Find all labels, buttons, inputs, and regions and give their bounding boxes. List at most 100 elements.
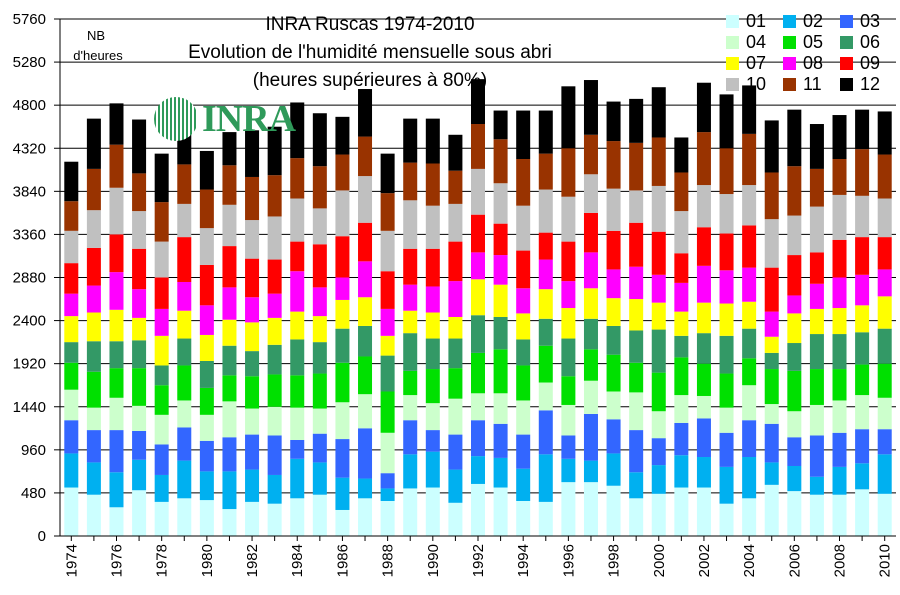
bar-segment-03-1991: [448, 434, 463, 470]
bar-segment-04-2001: [674, 395, 689, 423]
bar-segment-09-1994: [516, 250, 531, 289]
bar-segment-03-1977: [132, 430, 147, 460]
bar-segment-04-2002: [696, 395, 711, 419]
bar-segment-07-1998: [606, 298, 621, 326]
bar-segment-03-1998: [606, 419, 621, 454]
bar-segment-06-1988: [380, 355, 395, 392]
bar-segment-06-1981: [222, 345, 237, 376]
bar-segment-08-1978: [154, 308, 169, 336]
bar-segment-05-1987: [358, 356, 373, 395]
bar-segment-02-1984: [290, 458, 305, 499]
bar-segment-08-1976: [109, 272, 124, 310]
bar-segment-02-2007: [809, 476, 824, 495]
x-tick-label: 1982: [244, 544, 261, 577]
bar-segment-02-1988: [380, 488, 395, 501]
bar-segment-03-2002: [696, 418, 711, 458]
legend-label: 03: [860, 11, 881, 31]
legend-label: 02: [803, 11, 824, 31]
bar-segment-11-1985: [312, 166, 327, 209]
bar-segment-09-1986: [335, 236, 350, 278]
bar-segment-07-2009: [855, 305, 870, 333]
bar-segment-12-1995: [538, 110, 553, 154]
bar-segment-12-1989: [403, 118, 418, 163]
x-tick-label: 2002: [696, 544, 713, 577]
chart-subtitle: Evolution de l'humidité mensuelle sous a…: [188, 42, 552, 63]
bar-segment-07-1984: [290, 311, 305, 340]
bar-segment-04-1985: [312, 408, 327, 434]
bar-segment-10-1998: [606, 188, 621, 231]
bar-segment-03-1986: [335, 439, 350, 478]
bar-segment-01-1995: [538, 501, 553, 536]
bar-segment-07-1975: [86, 312, 101, 342]
bar-segment-12-1974: [64, 161, 79, 202]
bar-segment-10-1989: [403, 200, 418, 249]
bar-segment-04-1987: [358, 394, 373, 429]
bar-segment-10-1996: [561, 196, 576, 242]
bar-segment-12-2001: [674, 137, 689, 173]
y-tick-label: 4800: [13, 97, 46, 114]
bar-segment-08-1977: [132, 289, 147, 318]
bar-segment-01-1992: [470, 483, 486, 536]
bar-segment-08-2009: [855, 274, 870, 306]
bar-segment-12-2005: [764, 120, 779, 173]
bar-segment-12-1976: [109, 103, 124, 145]
bar-segment-05-2001: [674, 357, 689, 396]
bar-segment-02-1989: [403, 454, 418, 489]
bar-segment-10-2002: [696, 185, 711, 228]
bar-segment-02-1980: [199, 471, 214, 501]
bar-segment-07-1980: [199, 334, 214, 361]
y-tick-label: 1920: [13, 356, 46, 373]
bar-segment-03-1988: [380, 473, 395, 489]
bar-segment-05-1981: [222, 375, 237, 402]
bar-segment-10-1992: [470, 168, 486, 215]
bar-segment-04-1995: [538, 382, 553, 411]
bar-segment-05-1990: [425, 369, 440, 404]
bar-segment-04-1986: [335, 402, 350, 440]
bar-segment-04-1989: [403, 395, 418, 421]
bar-segment-04-1992: [470, 393, 486, 421]
bar-segment-12-2002: [696, 82, 711, 133]
bar-segment-01-2005: [764, 484, 779, 536]
bar-segment-05-1978: [154, 385, 169, 415]
bar-segment-03-2001: [674, 422, 689, 456]
bar-segment-10-2001: [674, 211, 689, 254]
bar-segment-11-1999: [629, 142, 644, 191]
bar-segment-01-1997: [583, 482, 598, 536]
bar-segment-01-2003: [719, 503, 734, 536]
bar-segment-05-1977: [132, 368, 147, 406]
bar-segment-10-1975: [86, 210, 101, 248]
bar-segment-04-2006: [787, 411, 802, 438]
bar-segment-11-1990: [425, 163, 440, 206]
bar-segment-09-1990: [425, 248, 440, 287]
bar-segment-05-1989: [403, 370, 418, 396]
bar-segment-06-2000: [651, 329, 666, 373]
bar-segment-02-1985: [312, 462, 327, 495]
x-tick-label: 2010: [877, 544, 894, 577]
bar-segment-07-1996: [561, 308, 576, 339]
bar-segment-06-1974: [64, 342, 79, 363]
bar-segment-08-2004: [742, 267, 757, 302]
bar-segment-10-1994: [516, 205, 531, 251]
bar-segment-01-1988: [380, 500, 395, 536]
bar-segment-09-1993: [493, 223, 508, 256]
bar-segment-02-1996: [561, 458, 576, 483]
bar-segment-05-1993: [493, 349, 508, 394]
bar-segment-12-1996: [561, 86, 576, 149]
bar-segment-06-1994: [516, 339, 531, 366]
bar-segment-05-2000: [651, 372, 666, 412]
bar-segment-11-1983: [267, 175, 282, 217]
bar-segment-02-1993: [493, 457, 508, 488]
bar-segment-07-2004: [742, 301, 757, 329]
bar-segment-12-1985: [312, 113, 327, 167]
bar-segment-05-1980: [199, 387, 214, 415]
y-tick-label: 2880: [13, 270, 46, 287]
bar-segment-03-2007: [809, 435, 824, 477]
bar-segment-08-1996: [561, 281, 576, 309]
legend-label: 09: [860, 53, 881, 73]
bar-segment-01-1983: [267, 503, 282, 536]
bar-segment-01-2008: [832, 494, 847, 536]
bar-segment-11-1980: [199, 189, 214, 229]
bar-segment-04-2003: [719, 407, 734, 433]
legend-swatch: [783, 78, 796, 91]
x-tick-label: 2000: [651, 544, 668, 577]
